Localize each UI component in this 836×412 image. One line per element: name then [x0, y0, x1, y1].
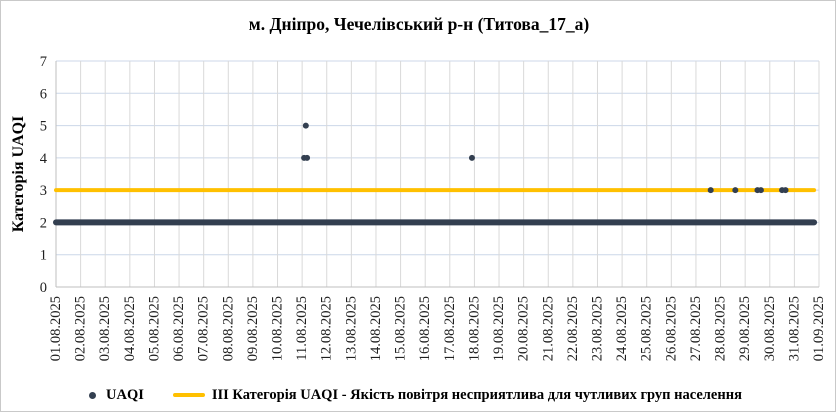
data-point	[757, 187, 764, 194]
y-tick-label: 3	[40, 183, 47, 199]
x-tick-label: 31.08.2025	[786, 296, 802, 361]
x-tick-label: 10.08.2025	[270, 296, 286, 361]
legend-uaqi-label: UAQI	[106, 386, 144, 403]
x-tick-label: 06.08.2025	[171, 296, 187, 361]
x-tick-label: 21.08.2025	[540, 296, 556, 361]
x-tick-label: 25.08.2025	[639, 296, 655, 361]
x-tick-label: 26.08.2025	[663, 296, 679, 361]
x-tick-label: 01.09.2025	[811, 296, 827, 361]
data-point	[782, 187, 789, 194]
legend: UAQI ІІІ Категорія UAQI - Якість повітря…	[89, 386, 742, 404]
uaqi-marker-icon	[89, 391, 96, 399]
y-tick-label: 0	[40, 280, 47, 296]
x-tick-label: 24.08.2025	[614, 296, 630, 361]
y-tick-label: 1	[40, 248, 47, 264]
y-tick-label: 7	[40, 54, 47, 70]
x-tick-label: 16.08.2025	[417, 296, 433, 361]
threshold-line-icon	[172, 393, 205, 397]
y-tick-label: 2	[40, 215, 47, 231]
y-tick-label: 6	[40, 86, 47, 102]
y-tick-label: 5	[40, 119, 47, 135]
x-tick-label: 04.08.2025	[122, 296, 138, 361]
x-tick-label: 03.08.2025	[97, 296, 113, 361]
data-point	[707, 187, 714, 194]
x-tick-label: 14.08.2025	[368, 296, 384, 361]
uaqi-scatter-plot: 0 1 2 3 4 5 6 7 01.08.2025 02.08.2025 03.08.2025 04…	[10, 54, 827, 361]
x-tick-label: 15.08.2025	[393, 296, 409, 361]
x-tick-label: 01.08.2025	[48, 296, 64, 361]
x-tick-label: 12.08.2025	[319, 296, 335, 361]
x-tick-label: 29.08.2025	[737, 296, 753, 361]
x-tick-label: 05.08.2025	[146, 296, 162, 361]
x-tick-label: 08.08.2025	[220, 296, 236, 361]
data-point	[302, 122, 309, 129]
x-tick-label: 07.08.2025	[196, 296, 212, 361]
y-axis-title: Категорія UAQI	[10, 116, 27, 233]
x-tick-label: 09.08.2025	[245, 296, 261, 361]
x-tick-label: 22.08.2025	[565, 296, 581, 361]
data-point	[468, 154, 475, 161]
chart-title: м. Дніпро, Чечелівський р-н (Титова_17_а…	[248, 14, 590, 34]
x-tick-label: 27.08.2025	[688, 296, 704, 361]
data-point	[304, 154, 311, 161]
x-tick-label: 13.08.2025	[343, 296, 359, 361]
x-tick-label: 20.08.2025	[516, 296, 532, 361]
x-tick-label: 30.08.2025	[762, 296, 778, 361]
x-tick-label: 23.08.2025	[589, 296, 605, 361]
y-tick-label: 4	[40, 151, 48, 167]
x-tick-label: 17.08.2025	[442, 296, 458, 361]
x-tick-label: 28.08.2025	[713, 296, 729, 361]
legend-threshold-label: ІІІ Категорія UAQI - Якість повітря несп…	[211, 386, 742, 403]
x-tick-label: 19.08.2025	[491, 296, 507, 361]
x-tick-label: 02.08.2025	[73, 296, 89, 361]
x-tick-label: 18.08.2025	[466, 296, 482, 361]
data-point	[732, 187, 739, 194]
x-tick-label: 11.08.2025	[294, 296, 310, 361]
